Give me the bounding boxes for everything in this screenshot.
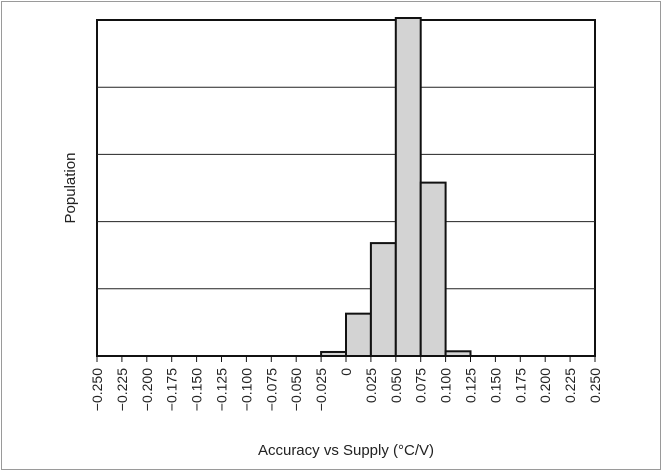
x-tick-label: 0.075 [413,368,429,403]
x-tick-label: 0.050 [388,368,404,403]
x-tick-label: −0.200 [139,368,155,411]
x-tick-label: 0.150 [487,368,503,403]
x-tick-label: 0.225 [562,368,578,403]
x-tick-label: −0.150 [189,368,205,411]
histogram-bar [369,242,397,357]
x-tick-label: 0.250 [587,368,603,403]
x-tick-label: 0.100 [438,368,454,403]
x-tick-label: −0.175 [164,368,180,411]
histogram-bars [320,17,472,357]
plot-area [96,19,596,357]
x-tick-label: −0.125 [214,368,230,411]
histogram-bar [419,181,447,357]
x-tick-label: −0.100 [238,368,254,411]
x-tick-labels: −0.250 −0.225 −0.200 −0.175 −0.150 −0.125 −0.1… [89,368,603,411]
x-tick-label: −0.050 [288,368,304,411]
x-tick-label: −0.250 [89,368,105,411]
histogram-bar [444,350,472,357]
histogram-bar [320,350,348,357]
x-tick-label: 0.025 [363,368,379,403]
x-tick-label: 0.200 [537,368,553,403]
x-tick-label: −0.075 [263,368,279,411]
x-axis-label: Accuracy vs Supply (°C/V) [258,442,434,459]
histogram-bar [345,312,372,357]
x-tick-label: 0.175 [512,368,528,403]
histogram-bar [394,17,422,357]
grid-lines [97,86,595,290]
x-tick-label: −0.225 [114,368,130,411]
x-tick-label: 0 [338,368,354,376]
x-tick-label: −0.025 [313,368,329,411]
x-tick-label: 0.125 [463,368,479,403]
x-ticks [96,356,596,362]
y-axis-label: Population [62,153,79,224]
